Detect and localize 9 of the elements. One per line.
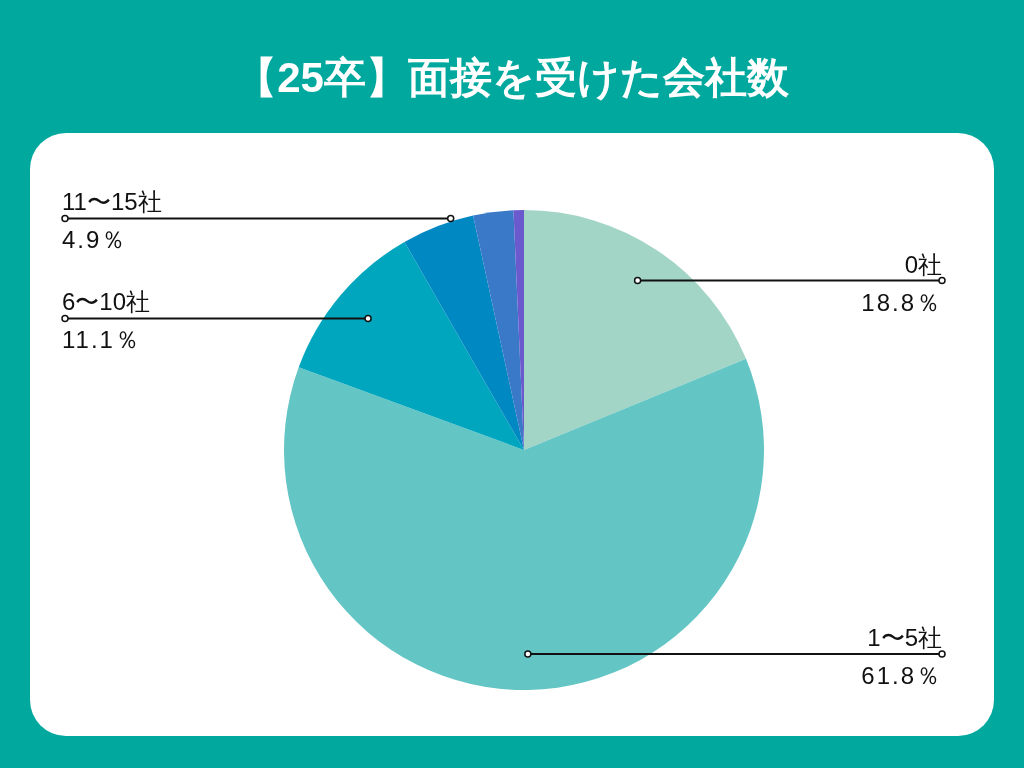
data-label: 18.8％ <box>861 288 942 316</box>
chart-title: 【25卒】面接を受けた会社数 <box>235 54 790 101</box>
data-label: 4.9％ <box>62 226 128 254</box>
slice-label: 1〜5社 <box>867 623 942 651</box>
slice-label: 0社 <box>904 250 942 278</box>
data-label: 61.8％ <box>861 661 942 689</box>
slice-label: 6〜10社 <box>62 288 151 316</box>
data-label: 11.1％ <box>62 326 141 354</box>
slice-label: 11〜15社 <box>62 188 162 216</box>
